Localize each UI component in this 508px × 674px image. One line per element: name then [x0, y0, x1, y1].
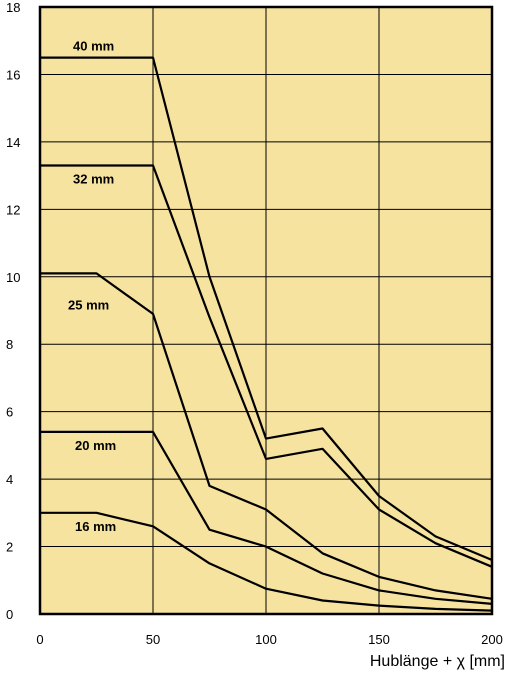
series-label-32-mm: 32 mm: [73, 171, 114, 186]
y-tick-label: 0: [6, 607, 13, 622]
y-tick-label: 12: [6, 202, 20, 217]
series-labels: 40 mm 32 mm 25 mm 20 mm 16 mm: [68, 39, 116, 534]
y-tick-label: 6: [6, 405, 13, 420]
x-tick-label: 200: [481, 632, 503, 647]
series-label-40-mm: 40 mm: [73, 39, 114, 54]
y-tick-label: 14: [6, 135, 20, 150]
y-tick-labels: 0 2 4 6 8 10 12 14 16 18: [6, 0, 20, 622]
y-tick-label: 4: [6, 472, 13, 487]
x-tick-label: 150: [368, 632, 390, 647]
series-line-16-mm: [40, 511, 493, 612]
x-axis-title: Hublänge + χ [mm]: [370, 653, 505, 670]
plot-frame: [38, 5, 494, 616]
y-tick-label: 10: [6, 270, 20, 285]
series-label-20-mm: 20 mm: [75, 438, 116, 453]
series-line-20-mm: [40, 430, 493, 605]
y-tick-label: 18: [6, 0, 20, 15]
series-line-32-mm: [40, 164, 493, 568]
y-tick-label: 8: [6, 337, 13, 352]
series-line-25-mm: [40, 272, 493, 600]
x-tick-label: 50: [146, 632, 160, 647]
x-tick-labels: 0 50 100 150 200: [36, 632, 502, 647]
series-lines: [40, 56, 493, 612]
series-label-25-mm: 25 mm: [68, 297, 109, 312]
x-tick-label: 100: [255, 632, 277, 647]
series-label-16-mm: 16 mm: [75, 519, 116, 534]
y-tick-label: 16: [6, 67, 20, 82]
y-tick-label: 2: [6, 540, 13, 555]
series-line-40-mm: [40, 56, 493, 562]
x-tick-label: 0: [36, 632, 43, 647]
